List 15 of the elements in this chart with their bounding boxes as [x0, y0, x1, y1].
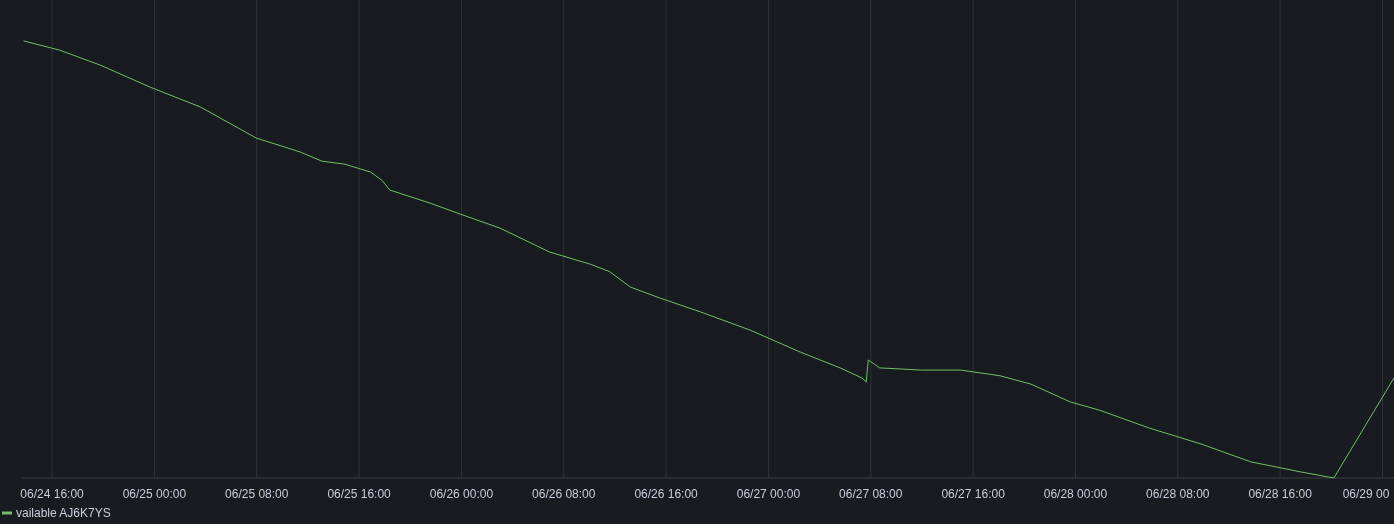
x-tick-label: 06/25 00:00: [122, 487, 187, 501]
x-tick-label: 06/26 00:00: [429, 487, 494, 501]
x-tick-label: 06/26 16:00: [634, 487, 699, 501]
x-tick-label: 06/28 00:00: [1043, 487, 1108, 501]
x-tick-label: 06/26 08:00: [532, 487, 596, 501]
x-tick-label: 06/25 16:00: [327, 487, 392, 501]
x-tick-label: 06/27 16:00: [941, 487, 1006, 501]
legend-label: vailable AJ6K7YS: [16, 506, 111, 520]
x-tick-label: 06/24 16:00: [20, 487, 85, 501]
x-tick-label: 06/28 16:00: [1248, 487, 1313, 501]
x-tick-label: 06/27 00:00: [736, 487, 801, 501]
x-tick-label: 06/28 08:00: [1146, 487, 1210, 501]
x-tick-label: 06/25 08:00: [225, 487, 289, 501]
x-tick-label: 06/29 00: [1342, 487, 1390, 501]
x-tick-label: 06/27 08:00: [839, 487, 903, 501]
